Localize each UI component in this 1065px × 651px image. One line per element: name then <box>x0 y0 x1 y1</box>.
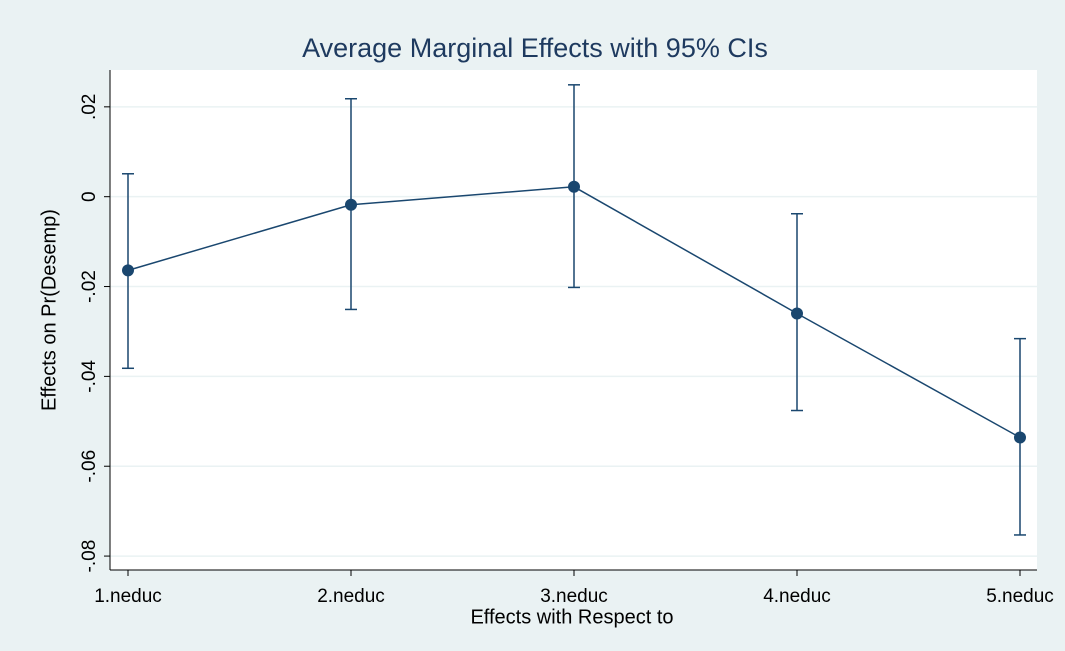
x-axis-label: Effects with Respect to <box>470 606 673 628</box>
y-axis-label: Effects on Pr(Desemp) <box>38 209 60 411</box>
x-tick-label: 1.neduc <box>94 586 162 607</box>
x-tick-label: 3.neduc <box>540 586 608 607</box>
x-tick-label: 2.neduc <box>317 586 385 607</box>
y-tick-label: .02 <box>79 94 100 120</box>
point <box>1014 431 1026 444</box>
x-tick-label: 4.neduc <box>763 586 831 607</box>
point <box>568 180 580 193</box>
y-tick-label: -.02 <box>79 270 100 303</box>
y-tick-label: 0 <box>79 191 100 202</box>
chart-title: Average Marginal Effects with 95% CIs <box>302 33 768 63</box>
point <box>345 198 357 211</box>
y-tick-label: -.06 <box>79 450 100 483</box>
x-tick-label: 5.neduc <box>986 586 1054 607</box>
point <box>791 307 803 320</box>
point <box>122 264 134 277</box>
y-tick-label: -.08 <box>79 540 100 573</box>
y-tick-label: -.04 <box>79 360 100 393</box>
